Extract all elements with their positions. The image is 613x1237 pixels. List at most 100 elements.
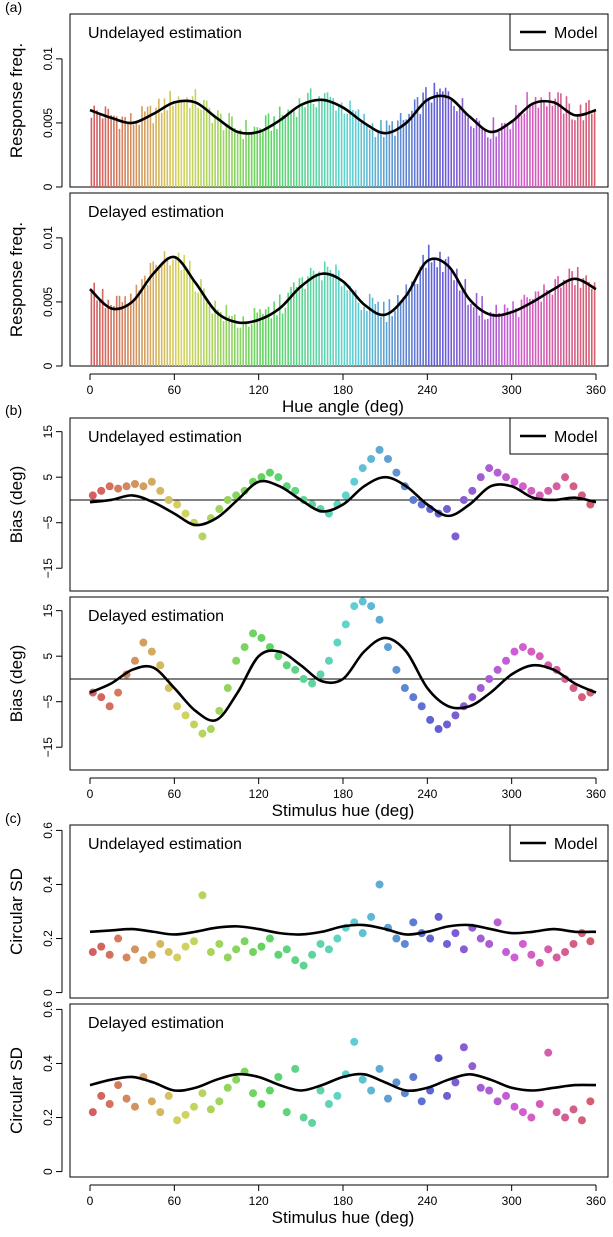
data-point	[518, 482, 527, 491]
model-curve	[89, 923, 597, 936]
y-tick-label: 5	[41, 653, 55, 660]
data-point	[147, 1097, 156, 1106]
data-point	[476, 473, 485, 482]
data-point	[569, 684, 578, 693]
data-point	[181, 509, 190, 518]
y-tick-label: 0.005	[41, 287, 55, 317]
plot-frame	[69, 596, 609, 771]
data-point	[409, 1072, 418, 1081]
data-point	[240, 486, 249, 495]
data-point	[367, 912, 376, 921]
x-tick-label: 300	[502, 1194, 522, 1208]
plot-frame	[69, 417, 609, 592]
data-point	[198, 891, 207, 900]
data-point	[215, 505, 224, 514]
data-point	[215, 1097, 224, 1106]
x-tick-label: 0	[87, 1194, 94, 1208]
data-point	[215, 706, 224, 715]
data-point	[316, 1086, 325, 1095]
data-point	[122, 482, 131, 491]
data-point	[282, 945, 291, 954]
data-point	[240, 937, 249, 946]
data-point	[383, 643, 392, 652]
data-point	[392, 665, 401, 674]
data-point	[561, 948, 570, 957]
data-point	[544, 486, 553, 495]
x-tick-label: 180	[333, 1194, 353, 1208]
y-tick-label: 0.2	[41, 1109, 55, 1126]
plot-frame	[69, 824, 609, 999]
data-point	[299, 1113, 308, 1122]
data-point	[97, 942, 106, 951]
y-tick-label: 0	[41, 1168, 55, 1175]
data-point	[443, 505, 452, 514]
data-point	[451, 1078, 460, 1087]
legend: Model	[509, 417, 609, 455]
data-point	[232, 656, 241, 665]
data-point	[308, 950, 317, 959]
data-point	[493, 918, 502, 927]
x-tick-label: 120	[249, 1194, 269, 1208]
y-tick-label: 0.4	[41, 876, 55, 893]
y-axis-label: Circular SD	[7, 868, 26, 955]
data-point	[476, 684, 485, 693]
legend-label: Model	[554, 25, 598, 42]
data-point	[350, 1037, 359, 1046]
data-point	[240, 643, 249, 652]
data-point	[105, 702, 114, 711]
data-point	[518, 939, 527, 948]
data-point	[181, 942, 190, 951]
data-point	[105, 482, 114, 491]
data-point	[190, 937, 199, 946]
data-point	[249, 948, 258, 957]
data-point	[552, 953, 561, 962]
data-point	[190, 1102, 199, 1111]
panel-label: (b)	[5, 402, 22, 418]
data-point	[409, 918, 418, 927]
y-tick-label: 0	[41, 183, 55, 190]
data-point	[392, 1078, 401, 1087]
data-point	[468, 486, 477, 495]
data-point	[510, 477, 519, 486]
data-point	[350, 602, 359, 611]
scatter-points	[88, 445, 595, 541]
data-point	[114, 484, 123, 493]
x-tick-label: 360	[586, 1194, 606, 1208]
data-point	[518, 643, 527, 652]
data-point	[147, 477, 156, 486]
data-point	[358, 464, 367, 473]
y-tick-label: 0.01	[41, 226, 55, 250]
data-point	[257, 633, 266, 642]
x-tick-label: 60	[168, 787, 182, 801]
data-point	[341, 620, 350, 629]
data-point	[383, 1094, 392, 1103]
scatter-points	[88, 880, 595, 970]
data-point	[485, 1086, 494, 1095]
data-point	[569, 482, 578, 491]
data-point	[409, 495, 418, 504]
y-axis-label: Bias (deg)	[7, 466, 26, 543]
legend: Model	[509, 824, 609, 862]
x-tick-label: 180	[333, 383, 353, 397]
x-axis-label: Stimulus hue (deg)	[272, 801, 415, 820]
data-point	[114, 1081, 123, 1090]
data-point	[375, 615, 384, 624]
x-tick-label: 360	[586, 383, 606, 397]
data-point	[569, 1105, 578, 1114]
data-point	[105, 1100, 114, 1109]
data-point	[274, 652, 283, 661]
x-tick-label: 240	[417, 383, 437, 397]
plot-frame	[69, 1003, 609, 1178]
data-point	[459, 495, 468, 504]
x-tick-label: 120	[249, 383, 269, 397]
data-point	[181, 1110, 190, 1119]
data-point	[299, 674, 308, 683]
y-tick-label: 5	[41, 474, 55, 481]
x-axis-label: Stimulus hue (deg)	[272, 1208, 415, 1227]
data-point	[130, 656, 139, 665]
data-point	[105, 950, 114, 959]
data-point	[367, 1086, 376, 1095]
model-curve	[89, 1072, 597, 1093]
y-tick-label: 15	[41, 425, 55, 439]
